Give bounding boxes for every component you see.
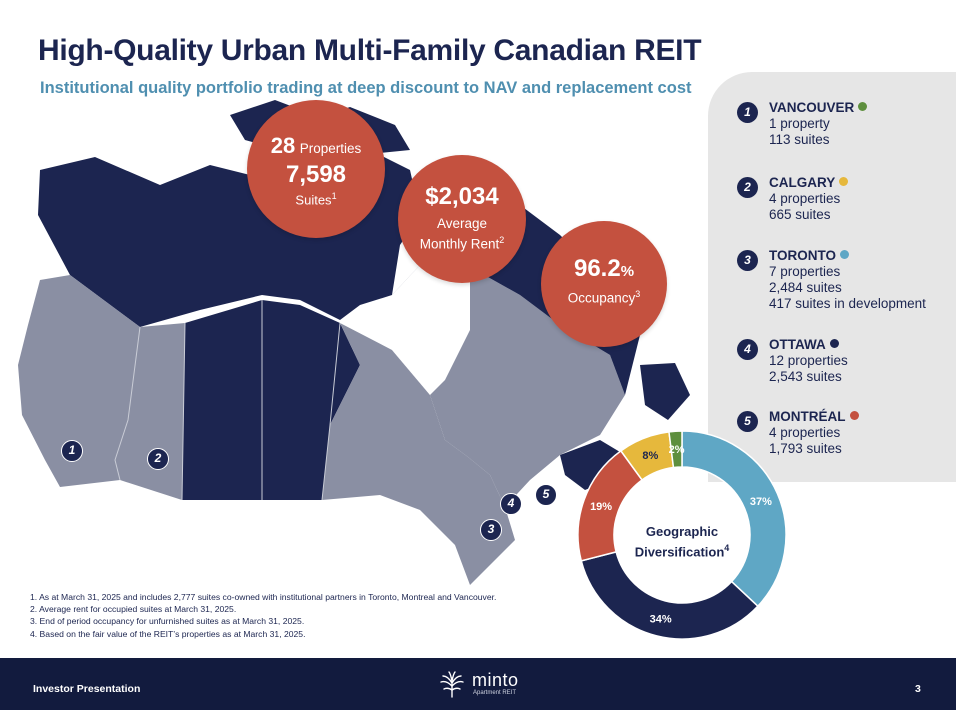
occupancy-label: Occupancy [567,290,636,306]
footer-bar: Investor Presentation minto Apartment RE… [0,658,956,710]
city-suites: 665 suites [769,207,831,222]
rent-value: $2,034 [425,183,499,210]
city-name: OTTAWA [769,337,826,352]
suites-footnote-ref: 1 [331,191,337,201]
city-properties: 12 properties [769,353,848,368]
city-color-dot [849,411,859,420]
footnote-3: 3. End of period occupancy for unfurnish… [30,616,305,627]
donut-label-toronto: 37% [750,496,772,508]
city-number: 1 [737,102,758,123]
page-number: 3 [915,683,921,695]
occupancy-percent-sign: % [620,263,635,280]
city-number: 4 [737,339,758,360]
map-pin-calgary: 2 [147,448,169,470]
city-number: 5 [737,411,758,432]
footnote-2: 2. Average rent for occupied suites at M… [30,604,237,615]
map-prairies [182,300,360,500]
page-title: High-Quality Urban Multi-Family Canadian… [38,34,702,67]
city-properties: 7 properties [769,264,841,279]
map-newfoundland [640,363,690,420]
occupancy-value: 96.2 [573,255,621,282]
rent-label-line1: Average [436,216,488,231]
geographic-diversification-chart: 37% 34% 19% 8% 2% [577,430,787,640]
canada-map [18,100,690,585]
city-suites: 2,543 suites [769,369,842,384]
city-development: 417 suites in development [769,296,926,311]
map-bc [18,275,140,487]
city-suites: 113 suites [769,132,830,147]
occupancy-footnote-ref: 3 [635,289,641,299]
suites-count: 7,598 [285,161,347,188]
chart-title-text: Geographic Diversification [634,524,725,560]
city-name: MONTRÉAL [769,409,846,424]
chart-title: Geographic Diversification4 [625,523,739,560]
footnotes: 1. As at March 31, 2025 and includes 2,7… [30,591,496,640]
properties-label: Properties [299,141,362,156]
chart-footnote-ref: 4 [724,543,730,553]
donut-slice-toronto [681,430,787,608]
stat-average-rent: $2,034 Average Monthly Rent2 [398,155,526,283]
city-number: 2 [737,177,758,198]
logo-subtitle: Apartment REIT [473,690,517,696]
city-name: TORONTO [769,248,837,263]
city-number: 3 [737,250,758,271]
page-subtitle: Institutional quality portfolio trading … [40,79,692,97]
tree-logo-icon [440,671,464,698]
donut-slice-vancouver [668,430,683,469]
city-suites: 2,484 suites [769,280,842,295]
map-pin-toronto: 3 [480,519,502,541]
footnote-1: 1. As at March 31, 2025 and includes 2,7… [30,592,497,602]
city-color-dot [858,102,868,111]
map-pin-montreal: 5 [535,484,557,506]
city-properties: 4 properties [769,191,841,206]
stat-properties-suites: 28 Properties 7,598 Suites1 [247,100,385,238]
donut-slice-ottawa [580,550,759,640]
city-properties: 4 properties [769,425,841,440]
footer-presentation-label: Investor Presentation [33,683,141,695]
city-name: CALGARY [769,175,836,190]
city-color-dot [839,177,849,186]
city-color-dot [840,250,850,259]
logo-wordmark: minto [472,670,519,690]
donut-label-vancouver: 2% [669,444,685,456]
donut-label-calgary: 8% [642,450,658,462]
city-properties: 1 property [769,116,830,131]
suites-label: Suites [295,192,332,208]
footnote-4: 4. Based on the fair value of the REIT’s… [30,628,306,639]
city-suites: 1,793 suites [769,441,842,456]
city-color-dot [829,339,839,348]
rent-footnote-ref: 2 [499,235,505,245]
city-name: VANCOUVER [769,100,855,115]
minto-logo: minto Apartment REIT [438,670,548,700]
donut-label-ottawa: 34% [650,613,672,625]
map-ontario [322,323,515,585]
map-pin-vancouver: 1 [61,440,83,462]
stat-occupancy: 96.2% Occupancy3 [541,221,667,347]
donut-label-montral: 19% [590,501,612,513]
map-pin-ottawa: 4 [500,493,522,515]
map-hudson-bay [392,265,470,395]
rent-label-line2: Monthly Rent [419,236,500,252]
properties-count: 28 [270,133,296,158]
